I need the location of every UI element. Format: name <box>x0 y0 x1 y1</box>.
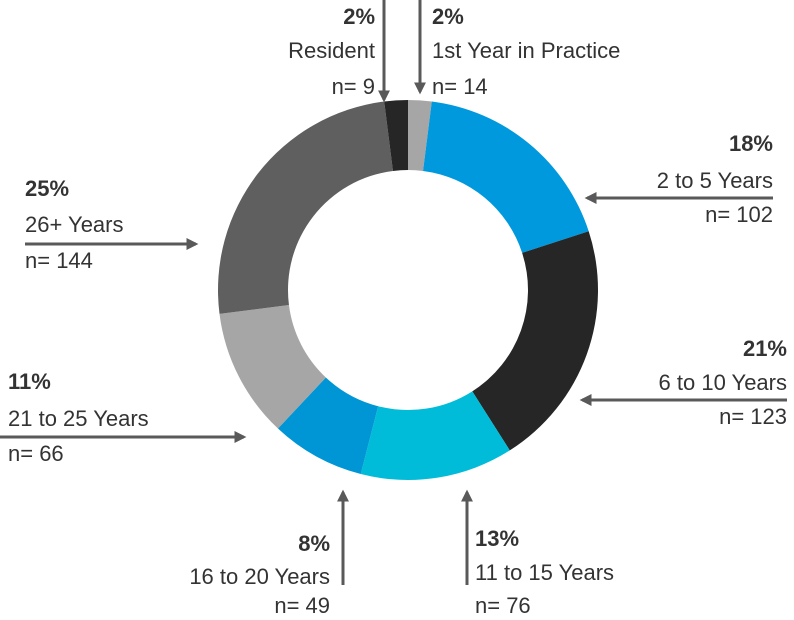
donut-segment <box>217 101 393 314</box>
count-label: n= 76 <box>475 593 531 618</box>
category-label: Resident <box>288 38 375 63</box>
donut-segment <box>423 101 589 253</box>
count-label: n= 9 <box>332 74 375 99</box>
donut-segment <box>408 100 432 171</box>
donut-segment <box>472 231 599 451</box>
donut-segment <box>219 305 326 429</box>
category-label: 21 to 25 Years <box>8 406 149 431</box>
category-label: 26+ Years <box>25 212 123 237</box>
value-label: 13% <box>475 526 519 551</box>
count-label: n= 144 <box>25 248 93 273</box>
category-label: 1st Year in Practice <box>432 38 620 63</box>
value-label: 2% <box>343 4 375 29</box>
value-label: 2% <box>432 4 464 29</box>
count-label: n= 102 <box>705 202 773 227</box>
donut-segment <box>384 100 408 171</box>
count-label: n= 49 <box>274 593 330 618</box>
value-label: 21% <box>743 336 787 361</box>
count-label: n= 66 <box>8 441 64 466</box>
category-label: 2 to 5 Years <box>657 168 773 193</box>
category-label: 16 to 20 Years <box>189 564 330 589</box>
donut-segment <box>277 377 379 475</box>
category-label: 11 to 15 Years <box>475 560 614 585</box>
value-label: 8% <box>298 531 330 556</box>
value-label: 18% <box>729 131 773 156</box>
count-label: n= 123 <box>719 404 787 429</box>
value-label: 25% <box>25 176 69 201</box>
count-label: n= 14 <box>432 74 488 99</box>
category-label: 6 to 10 Years <box>659 370 787 395</box>
value-label: 11% <box>8 369 51 394</box>
donut-segment <box>360 391 510 480</box>
